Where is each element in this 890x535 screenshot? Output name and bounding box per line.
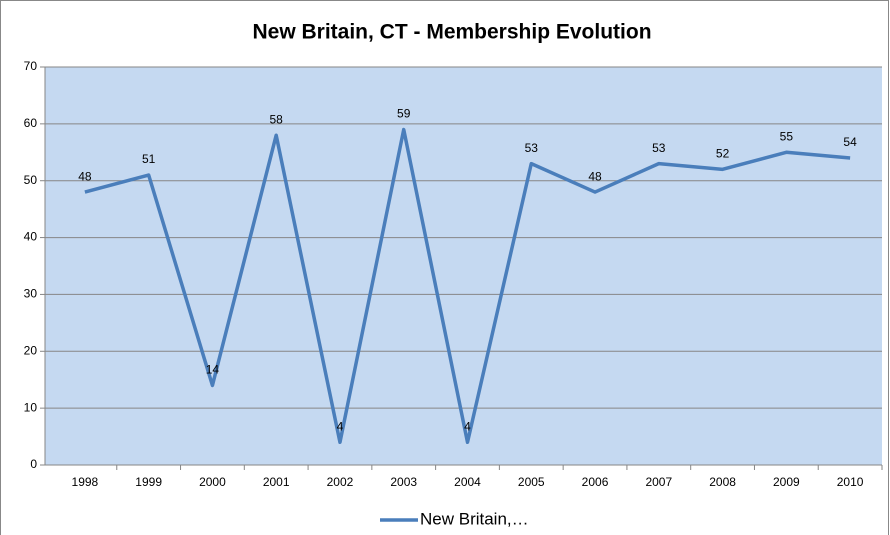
x-tick-label: 2000 — [199, 475, 226, 489]
y-tick-label: 70 — [24, 59, 38, 73]
x-tick-label: 2008 — [709, 475, 736, 489]
data-label: 48 — [78, 169, 92, 183]
y-tick-label: 10 — [24, 400, 38, 414]
plot-area — [45, 67, 882, 465]
data-label: 52 — [716, 147, 730, 161]
data-label: 58 — [270, 112, 284, 126]
chart-title: New Britain, CT - Membership Evolution — [252, 21, 651, 44]
x-tick-label: 2007 — [645, 475, 672, 489]
series-line — [84, 127, 851, 445]
x-tick-label: 2003 — [390, 475, 417, 489]
y-tick-label: 30 — [24, 287, 38, 301]
data-label: 51 — [142, 152, 156, 166]
data-label: 14 — [206, 363, 220, 377]
y-tick-label: 0 — [30, 457, 37, 471]
data-label: 53 — [652, 141, 666, 155]
data-label: 4 — [464, 419, 471, 433]
x-tick-label: 1999 — [135, 475, 162, 489]
legend-label: New Britain,… — [420, 509, 529, 528]
data-label: 4 — [337, 419, 344, 433]
y-tick-label: 40 — [24, 230, 38, 244]
x-tick-label: 2002 — [327, 475, 354, 489]
x-tick-label: 1998 — [72, 475, 99, 489]
data-label: 53 — [525, 141, 539, 155]
x-tick-label: 2009 — [773, 475, 800, 489]
y-tick-label: 20 — [24, 343, 38, 357]
x-tick-label: 2001 — [263, 475, 290, 489]
data-label: 59 — [397, 107, 411, 121]
x-tick-label: 2010 — [837, 475, 864, 489]
data-label: 48 — [588, 169, 602, 183]
x-tick-label: 2006 — [582, 475, 609, 489]
data-label: 54 — [843, 135, 857, 149]
x-tick-label: 2004 — [454, 475, 481, 489]
x-tick-label: 2005 — [518, 475, 545, 489]
y-tick-label: 50 — [24, 173, 38, 187]
y-tick-label: 60 — [24, 116, 38, 130]
data-label: 55 — [780, 129, 794, 143]
